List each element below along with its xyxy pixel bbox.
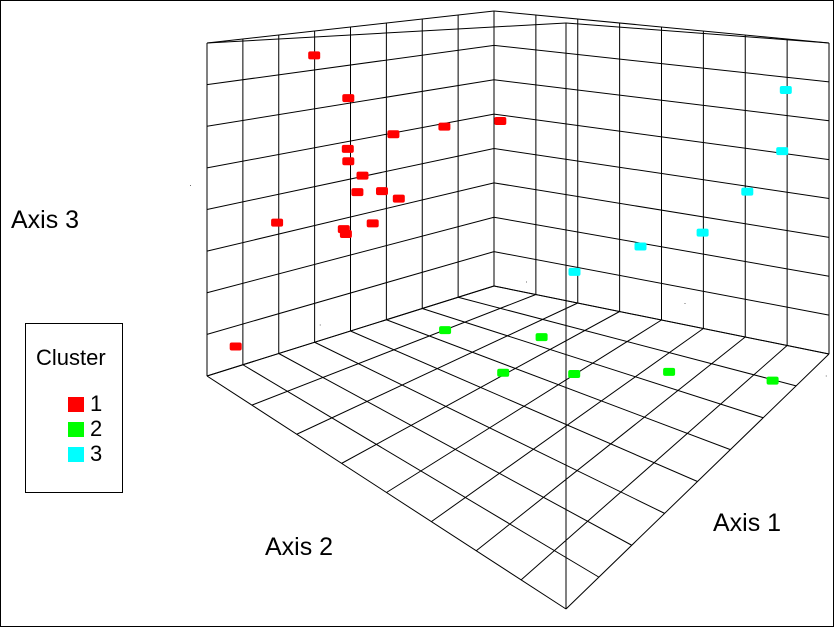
legend: Cluster 1 2 3: [25, 323, 123, 493]
left-wall-gridline: [206, 10, 495, 44]
floor-gridline: [251, 294, 537, 406]
legend-swatch-3: [68, 447, 84, 462]
legend-swatch-1: [68, 397, 84, 412]
cluster-1-point-6: [341, 144, 354, 153]
cluster-3-point-3: [779, 86, 792, 94]
cluster-1-point-10: [376, 187, 388, 196]
ticks-layer: · · · · ·: [189, 180, 828, 380]
floor-gridline: [422, 308, 764, 419]
cluster-2-point-1: [766, 376, 779, 385]
cluster-2-point-2: [663, 367, 676, 376]
cluster-2-point-6: [439, 326, 452, 335]
legend-label-2: 2: [90, 416, 103, 441]
z-axis-label: Axis 3: [11, 206, 80, 234]
legend-item-1: 1: [68, 392, 118, 416]
cluster-1-point-1: [308, 51, 321, 60]
x-axis-tick-mark: ·: [825, 370, 828, 380]
right-wall-gridline: [493, 113, 830, 161]
legend-item-2: 2: [68, 417, 118, 441]
right-wall-gridline: [493, 44, 830, 83]
floor-gridline: [457, 296, 797, 387]
cluster-1-point-14: [339, 230, 352, 238]
left-wall-gridline: [206, 44, 495, 86]
cluster-3-point-5: [741, 187, 754, 196]
top-edge: [206, 22, 567, 44]
cluster-1-point-3: [494, 117, 507, 125]
z-axis-tick-mark: ·: [189, 180, 192, 190]
cluster-3-point-4: [776, 147, 789, 156]
x-axis-tick-mark: ·: [684, 298, 687, 308]
floor-gridline: [341, 311, 620, 464]
floor-gridline: [386, 319, 731, 451]
cluster-1-point-15: [271, 218, 284, 227]
cluster-1-point-11: [392, 194, 405, 203]
legend-label-1: 1: [90, 391, 103, 416]
right-wall-gridline: [493, 10, 830, 44]
cluster-3-point-2: [634, 242, 647, 251]
legend-swatch-2: [68, 422, 84, 437]
cluster-1-point-7: [356, 171, 369, 180]
left-wall-gridline: [206, 148, 495, 210]
cluster-2-point-4: [497, 368, 510, 377]
right-wall-gridline: [493, 148, 830, 199]
cluster-1-point-9: [351, 188, 364, 197]
cluster-1-point-5: [387, 130, 400, 139]
legend-title: Cluster: [36, 345, 106, 370]
cluster-2-point-3: [568, 370, 581, 378]
legend-label-3: 3: [90, 441, 103, 466]
cluster-3-point-6: [696, 228, 709, 237]
grid-layer: [206, 10, 830, 610]
floor-gridline: [296, 302, 578, 435]
top-edge: [565, 22, 830, 44]
cluster-3-point-1: [568, 267, 581, 276]
y-axis-tick-mark: ·: [319, 320, 322, 330]
cluster-1-point-4: [438, 122, 451, 131]
points-layer: [229, 51, 792, 385]
floor-gridline: [386, 319, 662, 493]
legend-item-3: 3: [68, 442, 118, 466]
cluster-2-point-5: [535, 333, 548, 342]
cluster-1-point-12: [366, 219, 379, 228]
x-axis-tick-mark: ·: [525, 276, 528, 286]
left-wall-gridline: [206, 79, 495, 127]
right-wall-gridline: [493, 79, 830, 122]
x-axis-label: Axis 1: [713, 509, 782, 537]
cluster-1-point-2: [342, 94, 355, 103]
cluster-1-point-8: [342, 157, 355, 166]
cluster-1-point-16: [229, 342, 242, 351]
y-axis-label: Axis 2: [265, 533, 334, 561]
